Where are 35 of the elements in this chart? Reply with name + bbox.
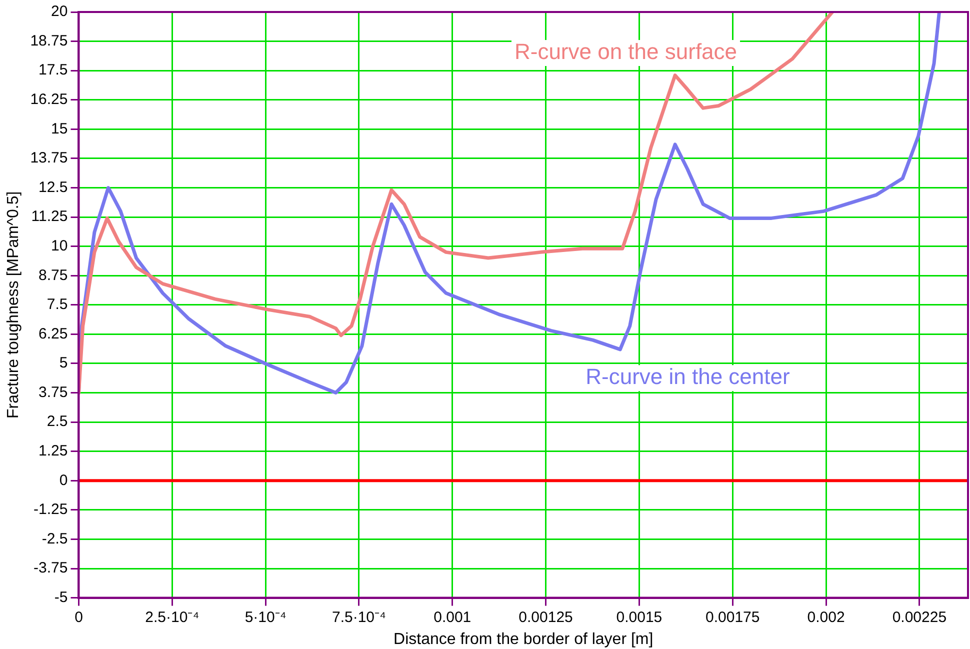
x-tick-label: 0.00125	[518, 608, 573, 626]
y-tick-label: -3.75	[34, 560, 68, 577]
y-tick-label: 8.75	[38, 266, 68, 284]
y-axis-title: Fracture toughness [MPam^0.5]	[5, 191, 22, 418]
y-tick-label: 12.5	[38, 178, 68, 196]
y-tick-label: 5	[59, 354, 68, 372]
x-tick-label: 0.00225	[892, 608, 947, 626]
x-tick-label: 0.001	[434, 608, 472, 626]
y-tick-label: 2.5	[46, 413, 68, 430]
y-tick-label: 18.75	[30, 32, 68, 50]
x-tick-label: 2.5·10⁻⁴	[145, 608, 200, 626]
y-tick-label: 3.75	[38, 384, 68, 401]
x-tick-label: 5·10⁻⁴	[244, 608, 286, 626]
y-tick-label: 10	[51, 237, 68, 254]
y-tick-label: 7.5	[46, 296, 68, 314]
series-label: R-curve on the surface	[514, 39, 738, 64]
y-tick-label: 11.25	[31, 208, 68, 226]
x-tick-label: 0.002	[807, 608, 845, 626]
y-tick-label: -1.25	[34, 501, 68, 518]
y-tick-label: 16.25	[30, 91, 68, 108]
y-tick-label: 0	[59, 472, 68, 489]
y-tick-label: 1.25	[38, 442, 68, 460]
y-tick-label: -5	[54, 588, 68, 606]
y-tick-label: 20	[51, 3, 68, 20]
x-tick-label: 0	[74, 608, 83, 626]
y-tick-label: 15	[51, 120, 68, 138]
y-tick-label: 13.75	[30, 150, 68, 167]
y-tick-label: 6.25	[38, 325, 68, 342]
x-tick-label: 7.5·10⁻⁴	[332, 608, 386, 626]
series-label: R-curve in the center	[586, 364, 790, 390]
y-tick-label: 17.5	[38, 62, 68, 79]
x-tick-label: 0.0015	[616, 608, 662, 626]
x-axis-title: Distance from the border of layer [m]	[394, 630, 654, 648]
x-tick-label: 0.00175	[705, 608, 760, 626]
y-tick-label: -2.5	[42, 530, 68, 548]
